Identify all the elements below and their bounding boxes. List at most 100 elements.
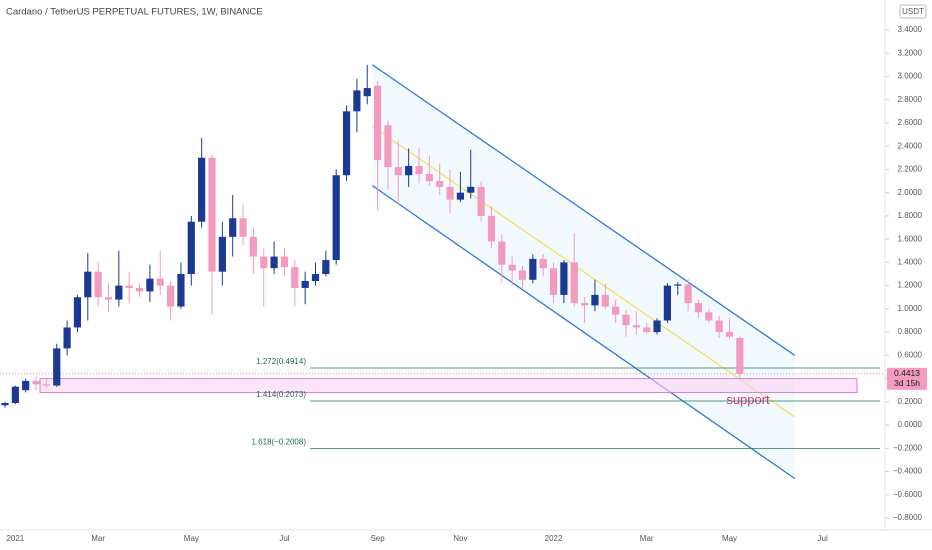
x-tick-label: 2021 [6,534,24,543]
y-tick-label: 2.6000 [898,118,923,127]
candle-body [560,262,568,295]
candle-body [477,186,485,216]
candle-body [115,285,123,300]
candle-body [705,312,713,321]
candle-body [311,274,320,281]
candle-body [715,320,723,333]
y-tick-label: 0.6000 [898,350,923,359]
x-tick-label: Nov [453,534,467,543]
candle-body [518,270,527,280]
candle-body [280,256,289,268]
candle-body [125,285,133,288]
y-tick-label: 0.8000 [898,327,923,336]
y-tick-label: −0.2000 [893,443,923,452]
candle-body [146,278,154,292]
y-tick-label: 1.2000 [898,281,923,290]
x-tick-label: May [184,534,199,543]
candle-body [581,303,589,306]
y-tick-label: −0.8000 [893,513,923,522]
currency-badge[interactable] [899,4,927,19]
candle-body [187,221,195,275]
candle-body [332,175,340,261]
y-tick-label: 2.8000 [898,95,923,104]
candle-body [405,165,413,176]
candle-body [260,256,268,269]
candle-body [84,271,92,298]
candle-body [570,262,578,304]
x-tick-label: May [722,534,737,543]
last-price-label: 0.4413 [894,368,920,378]
candle-body [394,167,402,176]
y-tick-label: 0.0000 [898,420,923,429]
fib-label: 1.414(0.2073) [256,390,306,399]
candle-body [622,314,630,326]
currency-label: USDT [902,7,924,16]
candle-body [11,386,19,403]
candle-body [177,274,185,307]
candle-body [725,332,734,337]
channel-lower [372,185,796,480]
candle-body [694,303,703,313]
channel-upper [372,64,796,356]
candle-body [208,157,216,272]
candle-body [73,297,82,328]
x-tick-label: Sep [370,534,385,543]
candle-body [591,294,599,306]
candle-body [436,181,444,187]
y-tick-label: 2.4000 [898,141,923,150]
y-tick-label: 3.0000 [898,72,923,81]
candle-body [384,125,392,168]
y-tick-label: 0.2000 [898,397,923,406]
candle-body [22,380,30,391]
candle-body [218,236,226,272]
candle-body [529,258,537,280]
candle-body [498,241,506,265]
countdown-label: 3d 15h [894,378,920,388]
candle-body [63,327,71,349]
x-tick-label: Mar [640,534,654,543]
candle-body [539,258,547,269]
chart-title: Cardano / TetherUS PERPETUAL FUTURES, 1W… [6,7,263,18]
candle-body [508,264,516,271]
y-tick-label: 3.4000 [898,25,923,34]
candle-body [736,337,744,374]
y-tick-label: −0.4000 [893,467,923,476]
candle-body [42,384,50,386]
candle-body [601,294,609,307]
candle-body [198,157,206,222]
y-tick-label: 3.2000 [898,48,923,57]
candle-body [342,111,351,176]
y-tick-label: 1.0000 [898,304,923,313]
candle-body [643,327,651,333]
candle-body [415,165,423,175]
candle-body [653,320,661,333]
candle-body [156,278,164,286]
candle-body [104,297,113,300]
candle-body [1,402,9,406]
x-tick-label: 2022 [545,534,563,543]
candle-body [487,215,496,242]
candle-body [322,260,330,275]
candle-body [301,280,309,288]
y-tick-label: 1.8000 [898,211,923,220]
candle-body [674,284,682,286]
last-price-badge [887,367,927,390]
channel-middle [372,125,796,418]
candle-body [135,287,144,292]
candle-body [549,268,558,295]
candle-body [239,218,247,237]
candle-body [374,85,382,161]
candle-body [167,285,175,307]
y-tick-label: 1.4000 [898,257,923,266]
y-tick-label: 2.0000 [898,188,923,197]
candle-body [446,186,454,200]
candle-body [229,218,237,237]
candle-body [663,285,671,321]
candle-body [94,271,102,298]
fib-label: 1.272(0.4914) [256,357,306,366]
candle-body [363,88,371,97]
candle-body [684,284,692,304]
y-tick-label: 2.2000 [898,165,923,174]
